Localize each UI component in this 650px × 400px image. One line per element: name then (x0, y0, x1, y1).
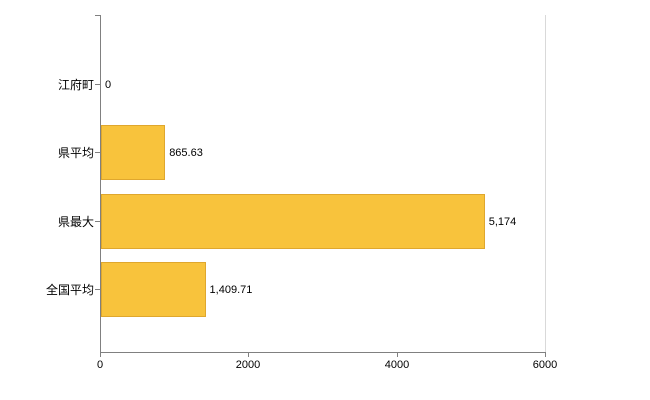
category-label-ken-heikin: 県平均 (57, 146, 94, 160)
x-axis-tick (100, 352, 101, 357)
x-tick-label-2000: 2000 (235, 359, 261, 371)
y-axis-tick (95, 15, 100, 16)
y-axis-line (100, 15, 101, 353)
bar-value-label: 5,174 (488, 215, 517, 228)
bar-row: 0 (101, 57, 111, 112)
category-label-ken-saidai: 県最大 (57, 215, 94, 229)
x-axis-line (100, 352, 546, 353)
y-axis-tick (95, 84, 100, 85)
bar-ken-heikin (101, 125, 166, 180)
x-axis-tick (248, 352, 249, 357)
bar-value-label: 1,409.71 (209, 283, 253, 296)
bar-value-label: 0 (105, 78, 112, 91)
plot-right-border (545, 15, 546, 352)
bar-row: 865.63 (101, 125, 203, 180)
category-label-zenkoku: 全国平均 (45, 283, 94, 297)
x-axis-tick (397, 352, 398, 357)
x-tick-label-6000: 6000 (532, 359, 558, 371)
x-tick-label-4000: 4000 (384, 359, 410, 371)
x-axis-tick (545, 352, 546, 357)
y-axis-tick (95, 152, 100, 153)
y-axis-tick (95, 289, 100, 290)
y-axis-tick (95, 221, 100, 222)
bar-value-label: 865.63 (169, 146, 203, 159)
category-label-kofucho: 江府町 (57, 78, 94, 92)
x-tick-label-0: 0 (96, 359, 104, 371)
bar-row: 5,174 (101, 194, 516, 249)
bar-zenkoku (101, 262, 206, 317)
bar-ken-saidai (101, 194, 485, 249)
bar-row: 1,409.71 (101, 262, 252, 317)
